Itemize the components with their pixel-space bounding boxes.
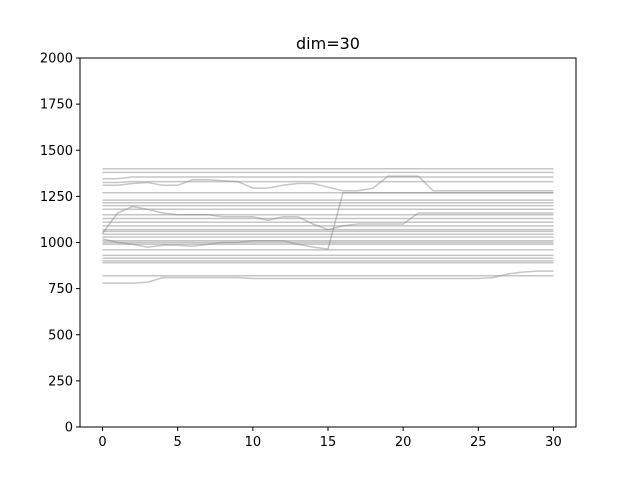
y-tick-label: 1500: [40, 144, 73, 159]
x-tick-label: 20: [395, 435, 412, 450]
y-tick-label: 1000: [40, 236, 73, 251]
series-line-10: [101, 205, 554, 234]
plot-frame: [79, 57, 577, 428]
series-line-22: [102, 191, 554, 250]
x-tick-label: 15: [320, 435, 337, 450]
series-line-4: [102, 175, 554, 192]
x-tick-label: 25: [470, 435, 487, 450]
y-tick-label: 1250: [40, 190, 73, 205]
x-tick-label: 10: [245, 435, 262, 450]
y-axis: 0 250 500 750 1000 1250 1500 1750 2000: [40, 52, 80, 436]
y-tick-label: 1750: [40, 98, 73, 113]
y-tick-label: 0: [65, 421, 73, 436]
x-axis: 0 5 10 15 20 25 30: [98, 427, 562, 450]
y-tick-label: 250: [48, 374, 73, 389]
series-layer: [101, 167, 554, 284]
y-tick-label: 500: [48, 328, 73, 343]
series-line-3: [102, 176, 554, 180]
x-tick-label: 30: [545, 435, 562, 450]
x-tick-label: 0: [98, 435, 106, 450]
x-tick-label: 5: [174, 435, 182, 450]
series-line-5: [102, 180, 554, 184]
y-tick-label: 750: [48, 282, 73, 297]
y-tick-label: 2000: [40, 52, 73, 67]
chart-title: dim=30: [296, 34, 360, 53]
series-line-30: [102, 270, 554, 284]
